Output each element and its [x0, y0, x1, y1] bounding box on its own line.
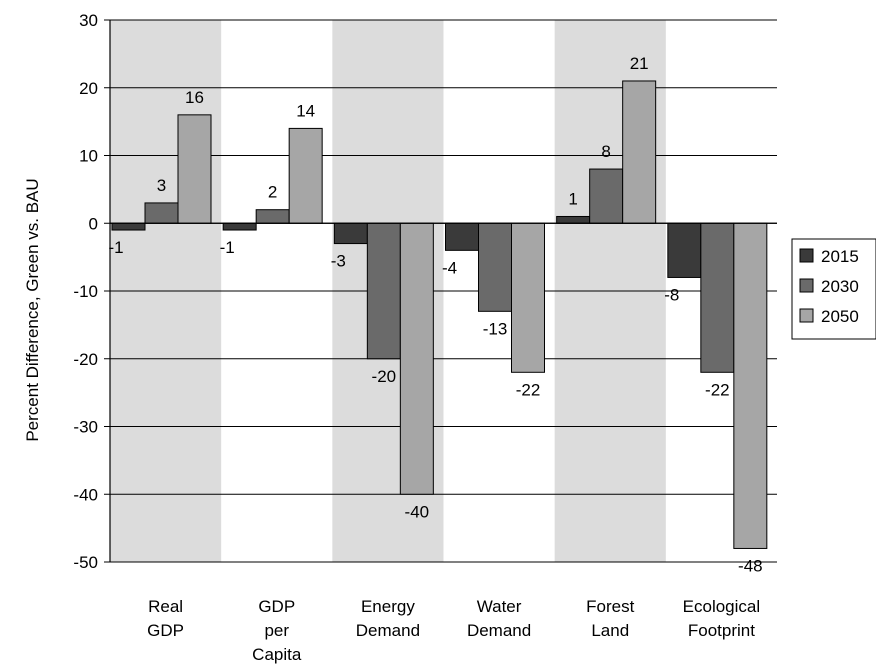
- y-tick-label: 20: [79, 79, 98, 98]
- data-label: -40: [405, 502, 430, 521]
- data-label: 2: [268, 183, 277, 202]
- bar: [255, 209, 290, 224]
- bar: [733, 222, 768, 549]
- category-label: per: [264, 621, 289, 640]
- y-tick-label: -50: [73, 553, 98, 572]
- bar: [222, 222, 257, 231]
- category-label: Demand: [356, 621, 420, 640]
- category-label: Land: [591, 621, 629, 640]
- category-labels: Real GDP GDP per Capita Energy Demand Water Dema…: [147, 597, 760, 664]
- bar: [366, 222, 401, 360]
- bar: [511, 222, 545, 373]
- data-label: -20: [372, 367, 397, 386]
- y-tick-label: -10: [73, 282, 98, 301]
- bar: [667, 222, 702, 278]
- y-tick-label: -20: [73, 350, 98, 369]
- y-tick-label: 0: [89, 214, 98, 233]
- category-label: Capita: [252, 645, 302, 664]
- bar: [478, 222, 512, 312]
- data-label: -4: [442, 258, 457, 277]
- bars: [110, 80, 777, 549]
- data-labels: -1 -1 -3 -4 1 -8 3 2 -20 -13 8 -22 16 14 -40 -22 21 -48: [108, 54, 762, 575]
- bar: [445, 222, 479, 251]
- y-axis-title: Percent Difference, Green vs. BAU: [23, 178, 42, 441]
- data-label: -3: [331, 252, 346, 271]
- legend-label: 2050: [821, 307, 859, 326]
- legend-label: 2015: [821, 247, 859, 266]
- data-label: -22: [705, 380, 730, 399]
- data-label: -22: [516, 380, 541, 399]
- data-label: -48: [738, 556, 763, 575]
- bar: [111, 222, 146, 231]
- category-label: Ecological: [683, 597, 761, 616]
- category-label: GDP: [258, 597, 295, 616]
- data-label: 14: [296, 101, 315, 120]
- data-label: -1: [108, 238, 123, 257]
- y-tick-label: 30: [79, 11, 98, 30]
- category-label: Energy: [361, 597, 415, 616]
- legend-swatch: [799, 278, 814, 293]
- bar: [333, 222, 368, 245]
- data-label: -1: [220, 238, 235, 257]
- bar: [622, 80, 657, 224]
- legend-label: 2030: [821, 277, 859, 296]
- category-label: Demand: [467, 621, 531, 640]
- category-label: Footprint: [688, 621, 755, 640]
- category-label: Real: [148, 597, 183, 616]
- data-label: -8: [664, 285, 679, 304]
- y-tick-label: -40: [73, 485, 98, 504]
- gridlines: [104, 19, 777, 563]
- bar: [144, 202, 179, 224]
- y-tick-labels: 30 20 10 0 -10 -20 -30 -40 -50: [73, 11, 98, 572]
- legend-swatch: [799, 248, 814, 263]
- bar: [288, 127, 323, 224]
- bar: [700, 222, 735, 373]
- bar: [177, 114, 212, 224]
- y-tick-label: -30: [73, 418, 98, 437]
- bar: [556, 215, 591, 224]
- legend-swatch: [799, 308, 814, 323]
- bar: [399, 222, 434, 495]
- category-label: Water: [477, 597, 522, 616]
- data-label: 1: [568, 189, 577, 208]
- legend: 2015 2030 2050: [791, 238, 876, 340]
- data-label: 16: [185, 88, 204, 107]
- category-label: GDP: [147, 621, 184, 640]
- y-tick-label: 10: [79, 147, 98, 166]
- data-label: 8: [601, 142, 610, 161]
- data-label: -13: [483, 319, 508, 338]
- data-label: 3: [157, 176, 166, 195]
- data-label: 21: [630, 54, 649, 73]
- bar: [589, 168, 624, 224]
- category-label: Forest: [586, 597, 634, 616]
